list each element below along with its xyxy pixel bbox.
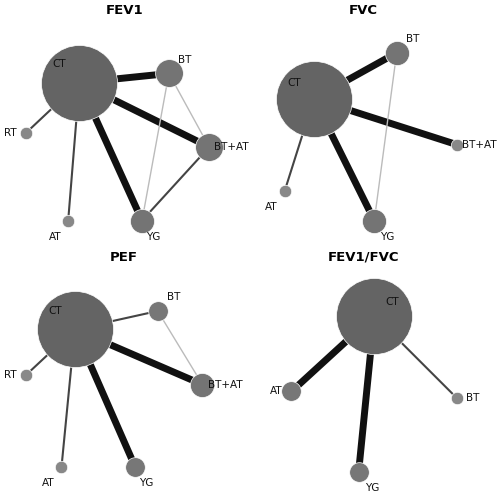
Point bbox=[76, 79, 84, 87]
Title: FEV1/FVC: FEV1/FVC bbox=[328, 251, 399, 264]
Text: BT: BT bbox=[466, 393, 479, 403]
Text: AT: AT bbox=[270, 386, 282, 396]
Point bbox=[310, 95, 318, 103]
Text: YG: YG bbox=[146, 232, 160, 242]
Title: PEF: PEF bbox=[110, 251, 138, 264]
Point bbox=[22, 129, 30, 137]
Title: FVC: FVC bbox=[348, 4, 378, 17]
Text: AT: AT bbox=[42, 479, 54, 489]
Point bbox=[64, 217, 72, 225]
Text: RT: RT bbox=[4, 128, 16, 138]
Text: CT: CT bbox=[386, 297, 399, 307]
Point bbox=[281, 187, 289, 195]
Point bbox=[165, 69, 173, 77]
Text: CT: CT bbox=[48, 306, 62, 316]
Text: BT+AT: BT+AT bbox=[208, 380, 242, 390]
Point bbox=[71, 325, 79, 333]
Text: CT: CT bbox=[52, 59, 66, 69]
Point bbox=[22, 371, 30, 379]
Point bbox=[58, 463, 66, 471]
Point bbox=[154, 307, 162, 315]
Point bbox=[198, 381, 206, 389]
Title: FEV1: FEV1 bbox=[106, 4, 143, 17]
Text: BT: BT bbox=[166, 292, 180, 302]
Text: BT+AT: BT+AT bbox=[214, 142, 249, 152]
Text: RT: RT bbox=[4, 370, 16, 380]
Point bbox=[132, 463, 140, 471]
Text: YG: YG bbox=[380, 232, 395, 242]
Text: BT+AT: BT+AT bbox=[462, 140, 497, 150]
Point bbox=[138, 217, 146, 225]
Point bbox=[370, 217, 378, 225]
Point bbox=[370, 311, 378, 319]
Point bbox=[288, 387, 296, 395]
Point bbox=[205, 143, 213, 151]
Point bbox=[392, 49, 400, 57]
Point bbox=[453, 394, 461, 402]
Text: BT: BT bbox=[406, 34, 419, 44]
Text: BT: BT bbox=[178, 55, 191, 65]
Point bbox=[453, 141, 461, 149]
Point bbox=[354, 468, 362, 476]
Text: AT: AT bbox=[48, 232, 61, 242]
Text: YG: YG bbox=[140, 479, 153, 489]
Text: YG: YG bbox=[365, 483, 379, 493]
Text: AT: AT bbox=[265, 202, 278, 212]
Text: CT: CT bbox=[287, 78, 300, 88]
